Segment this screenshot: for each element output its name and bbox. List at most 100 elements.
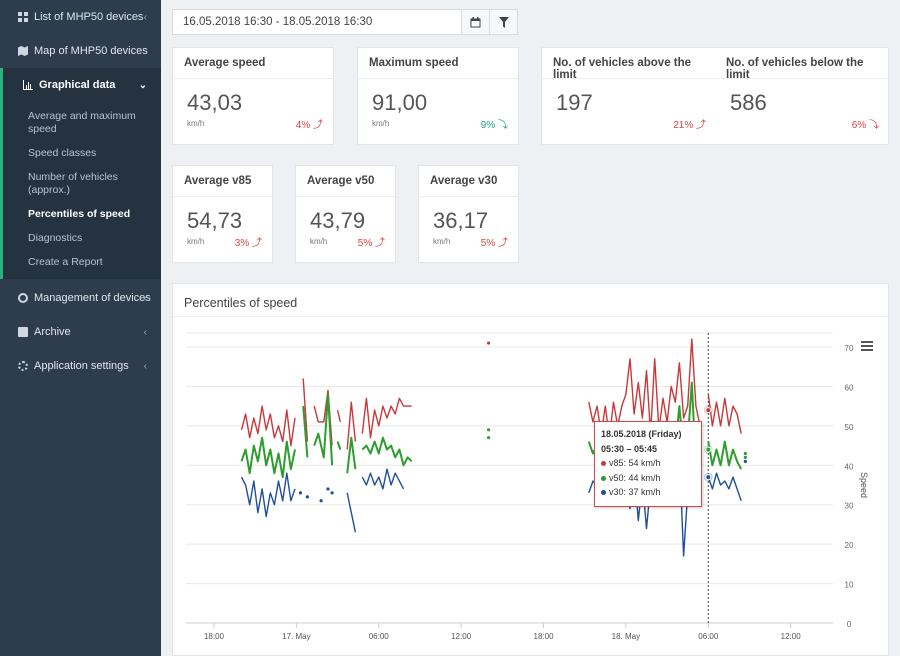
- filter-icon: [498, 16, 509, 28]
- y-tick-label: 40: [845, 462, 854, 471]
- card-value: 36,17: [433, 208, 489, 233]
- series-v30-line: [361, 468, 405, 490]
- series-v50-point: [743, 455, 747, 459]
- x-tick-label: 18. May: [612, 632, 640, 641]
- series-v30-point: [743, 459, 747, 463]
- series-v85-line: [336, 409, 341, 423]
- submenu-item-speed-classes[interactable]: Speed classes: [28, 147, 97, 159]
- series-v50-line: [346, 436, 357, 474]
- calendar-icon: [470, 16, 481, 27]
- card-title: Average speed: [173, 48, 333, 79]
- avg-v50-card: Average v50 43,79 km/h 5% ⤴: [295, 165, 396, 263]
- card-change: 21% ⤴: [673, 120, 706, 131]
- chart-icon: [23, 80, 33, 90]
- series-v50-line: [302, 406, 309, 458]
- series-v50-line: [336, 441, 342, 450]
- series-v30-point: [305, 495, 309, 499]
- x-tick-label: 06:00: [369, 632, 390, 641]
- card-title: Maximum speed: [358, 48, 518, 79]
- below-limit-section: No. of vehicles below the limit 586 6% ⤵: [716, 48, 889, 144]
- card-change: 3% ⤴: [234, 238, 262, 249]
- tooltip-v50: v50: 44 km/h: [601, 471, 695, 486]
- filter-button[interactable]: [489, 9, 518, 35]
- percentiles-chart[interactable]: 0 10 20 30 40 50 60 70 Speed 18:00 17. May 06:00 12:…: [173, 317, 888, 655]
- series-v30-line: [707, 472, 742, 502]
- card-value: 91,00: [372, 90, 428, 115]
- series-v30-point: [319, 499, 323, 503]
- submenu-item-diagnostics[interactable]: Diagnostics: [28, 232, 83, 244]
- chart-panel-title: Percentiles of speed: [173, 284, 888, 317]
- tooltip-time: 05:30 – 05:45: [601, 443, 658, 454]
- series-v50-line: [240, 436, 296, 479]
- avg-speed-card: Average speed 43,03 km/h 4% ⤴: [172, 47, 334, 145]
- series-v85-line: [302, 378, 309, 442]
- calendar-button[interactable]: [461, 9, 490, 35]
- card-change: 6% ⤵: [851, 120, 879, 131]
- series-v50-point: [743, 451, 747, 456]
- series-v30-line: [240, 472, 296, 518]
- series-v85-line: [361, 397, 412, 439]
- y-tick-label: 70: [845, 344, 854, 353]
- series-v85-line: [346, 401, 357, 450]
- submenu-item-number-vehicles[interactable]: Number of vehicles (approx.): [28, 171, 118, 196]
- card-unit: km/h: [310, 237, 328, 246]
- gear-icon: [18, 293, 28, 303]
- card-title: No. of vehicles below the limit: [716, 48, 889, 81]
- sidebar-item-label: Management of devices: [34, 292, 151, 304]
- graphical-data-submenu: Average and maximum speed Speed classes …: [0, 102, 161, 279]
- arrow-down-icon: ⤵: [869, 120, 879, 131]
- card-title: No. of vehicles above the limit: [542, 48, 716, 81]
- sidebar-item-archive[interactable]: Archive ‹: [0, 315, 161, 349]
- series-v30-line: [346, 492, 357, 533]
- card-change: 5% ⤴: [357, 238, 385, 249]
- card-change: 4% ⤴: [295, 120, 323, 131]
- card-value: 197: [556, 90, 593, 115]
- card-value: 43,79: [310, 208, 366, 233]
- series-v85-point: [487, 341, 491, 345]
- sidebar-item-list-devices[interactable]: List of MHP50 devices ‹: [0, 0, 161, 34]
- grid-icon: [18, 12, 28, 22]
- date-range-input[interactable]: 16.05.2018 16:30 - 18.05.2018 16:30: [172, 9, 462, 35]
- cogs-icon: [18, 361, 28, 371]
- arrow-up-icon: ⤴: [252, 238, 262, 249]
- chevron-left-icon: ‹: [143, 11, 147, 23]
- card-title: Average v85: [173, 166, 272, 197]
- card-value: 43,03: [187, 90, 243, 115]
- submenu-item-create-report[interactable]: Create a Report: [28, 256, 103, 268]
- chevron-left-icon: ‹: [143, 360, 147, 372]
- archive-icon: [18, 327, 28, 337]
- hamburger-menu-icon[interactable]: [861, 341, 873, 351]
- card-value: 586: [730, 90, 767, 115]
- hover-marker: [705, 446, 712, 453]
- sidebar-item-graphical-data[interactable]: Graphical data ⌄: [0, 68, 161, 102]
- series-v85-line: [707, 394, 742, 434]
- card-change: 5% ⤴: [480, 238, 508, 249]
- card-title: Average v50: [296, 166, 395, 197]
- sidebar-item-app-settings[interactable]: Application settings ‹: [0, 349, 161, 383]
- percentiles-chart-panel: Percentiles of speed 0 10 20 30 40 50 60 70 Spee…: [172, 283, 889, 656]
- avg-v85-card: Average v85 54,73 km/h 3% ⤴: [172, 165, 273, 263]
- avg-v30-card: Average v30 36,17 km/h 5% ⤴: [418, 165, 519, 263]
- series-v50-line: [707, 440, 743, 470]
- sidebar-item-management[interactable]: Management of devices ‹: [0, 281, 161, 315]
- submenu-item-avg-max-speed[interactable]: Average and maximum speed: [28, 110, 136, 135]
- map-icon: [18, 46, 28, 56]
- y-tick-label: 10: [845, 581, 854, 590]
- hover-marker: [705, 407, 712, 414]
- arrow-up-icon: ⤴: [313, 120, 323, 131]
- tooltip-v30: v30: 37 km/h: [601, 485, 695, 500]
- arrow-up-icon: ⤴: [375, 238, 385, 249]
- card-unit: km/h: [433, 237, 451, 246]
- y-tick-label: 20: [845, 541, 854, 550]
- hover-marker: [705, 474, 712, 481]
- series-v50-point: [487, 428, 491, 432]
- y-tick-label: 30: [845, 502, 854, 511]
- sidebar: List of MHP50 devices ‹ Map of MHP50 dev…: [0, 0, 161, 656]
- sidebar-item-map-devices[interactable]: Map of MHP50 devices: [0, 34, 161, 68]
- y-tick-label: 60: [845, 383, 854, 392]
- max-speed-card: Maximum speed 91,00 km/h 9% ⤵: [357, 47, 519, 145]
- series-v85-line: [240, 405, 296, 447]
- card-title: Average v30: [419, 166, 518, 197]
- submenu-item-percentiles[interactable]: Percentiles of speed: [28, 208, 131, 220]
- card-unit: km/h: [187, 237, 205, 246]
